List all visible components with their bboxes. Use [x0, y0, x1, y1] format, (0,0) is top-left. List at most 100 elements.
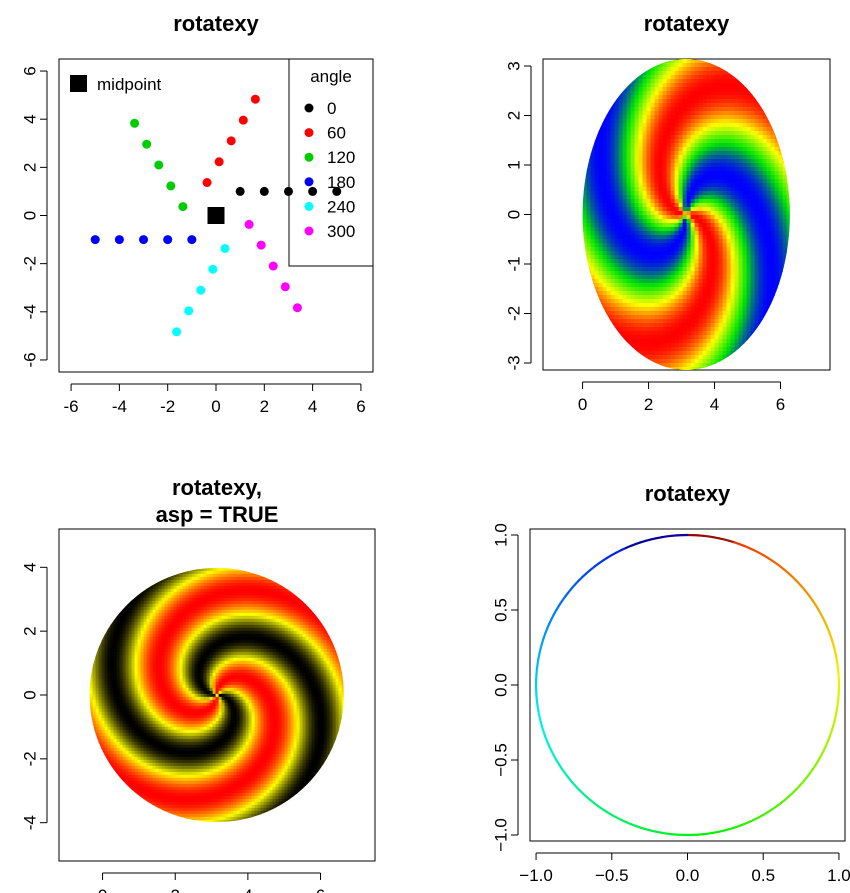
swirl-cell [710, 179, 716, 184]
swirl-cell [762, 227, 768, 232]
swirl-cell [746, 207, 752, 212]
swirl-cell [650, 223, 656, 228]
swirl-cell [606, 115, 612, 120]
swirl-cell [634, 71, 640, 76]
swirl-cell [706, 239, 712, 244]
swirl-cell [179, 621, 184, 626]
swirl-cell [746, 119, 752, 124]
swirl-cell [718, 139, 724, 144]
swirl-cell [642, 323, 648, 328]
swirl-cell [646, 295, 652, 300]
swirl-cell [770, 267, 776, 272]
swirl-cell [770, 235, 776, 240]
swirl-cell [654, 83, 660, 88]
swirl-cell [167, 615, 172, 620]
swirl-cell [263, 603, 268, 608]
swirl-cell [658, 239, 664, 244]
swirl-cell [149, 579, 154, 584]
swirl-cell [746, 127, 752, 132]
swirl-cell [710, 155, 716, 160]
swirl-cell [278, 624, 283, 629]
swirl-cell [698, 315, 704, 320]
swirl-cell [734, 299, 740, 304]
swirl-cell [750, 191, 756, 196]
swirl-cell [176, 615, 181, 620]
swirl-cell [658, 295, 664, 300]
swirl-cell [654, 343, 660, 348]
swirl-cell [610, 295, 616, 300]
swirl-cell [170, 633, 175, 638]
swirl-cell [694, 323, 700, 328]
swirl-cell [590, 131, 596, 136]
swirl-cell [125, 633, 130, 638]
swirl-cell [176, 600, 181, 605]
swirl-cell [694, 83, 700, 88]
swirl-cell [152, 618, 157, 623]
swirl-cell [638, 163, 644, 168]
swirl-cell [658, 79, 664, 84]
swirl-cell [682, 251, 688, 256]
swirl-cell [155, 609, 160, 614]
swirl-cell [714, 115, 720, 120]
swirl-cell [666, 279, 672, 284]
swirl-cell [678, 275, 684, 280]
swirl-cell [248, 603, 253, 608]
swirl-cell [284, 609, 289, 614]
swirl-cell [674, 135, 680, 140]
swirl-cell [110, 627, 115, 632]
swirl-cell [197, 567, 202, 572]
swirl-cell [224, 603, 229, 608]
swirl-cell [734, 227, 740, 232]
swirl-cell [638, 303, 644, 308]
swirl-cell [746, 271, 752, 276]
swirl-cell [152, 603, 157, 608]
swirl-cell [233, 567, 238, 572]
swirl-cell [650, 335, 656, 340]
swirl-cell [718, 255, 724, 260]
swirl-cell [137, 585, 142, 590]
swirl-cell [646, 291, 652, 296]
swirl-cell [137, 600, 142, 605]
swirl-cell [606, 239, 612, 244]
swirl-cell [626, 227, 632, 232]
swirl-cell [742, 259, 748, 264]
point-angle-180 [139, 235, 149, 245]
swirl-cell [314, 609, 319, 614]
swirl-cell [598, 287, 604, 292]
swirl-cell [770, 123, 776, 128]
swirl-cell [726, 211, 732, 216]
swirl-cell [610, 303, 616, 308]
swirl-cell [602, 115, 608, 120]
swirl-cell [722, 211, 728, 216]
swirl-cell [738, 279, 744, 284]
swirl-cell [164, 579, 169, 584]
swirl-cell [311, 633, 316, 638]
swirl-cell [606, 199, 612, 204]
swirl-cell [618, 159, 624, 164]
swirl-cell [698, 283, 704, 288]
swirl-cell [630, 131, 636, 136]
swirl-cell [176, 603, 181, 608]
swirl-cell [284, 612, 289, 617]
swirl-cell [718, 79, 724, 84]
swirl-cell [674, 367, 680, 370]
swirl-cell [678, 75, 684, 80]
swirl-cell [734, 203, 740, 208]
swirl-cell [305, 621, 310, 626]
swirl-cell [173, 585, 178, 590]
swirl-cell [658, 227, 664, 232]
swirl-cell [746, 143, 752, 148]
swirl-cell [622, 283, 628, 288]
swirl-cell [146, 627, 151, 632]
swirl-cell [690, 151, 696, 156]
swirl-cell [278, 627, 283, 632]
swirl-cell [766, 235, 772, 240]
swirl-cell [650, 135, 656, 140]
swirl-cell [686, 351, 692, 356]
swirl-cell [778, 143, 784, 148]
swirl-cell [762, 123, 768, 128]
swirl-cell [221, 609, 226, 614]
swirl-cell [730, 295, 736, 300]
swirl-cell [706, 79, 712, 84]
swirl-cell [726, 83, 732, 88]
